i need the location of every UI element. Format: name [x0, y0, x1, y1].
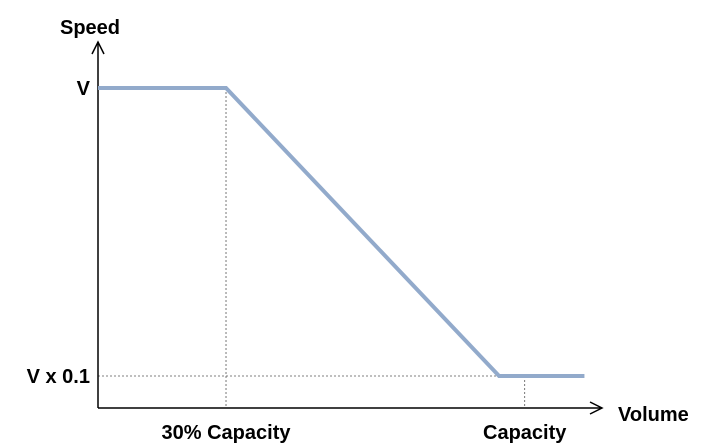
series-line: [98, 86, 585, 378]
series-group: [98, 86, 585, 378]
guide-lines: [98, 88, 526, 408]
y-tick-label: V x 0.1: [27, 366, 90, 388]
x-tick-label: Capacity: [483, 422, 567, 444]
y-axis-arrowhead: [91, 40, 105, 55]
x-tick-labels: 30% Capacity Capacity: [162, 422, 568, 444]
x-tick-label: 30% Capacity: [162, 422, 292, 444]
y-tick-label: V: [77, 78, 91, 100]
x-axis-label: Volume: [618, 404, 689, 426]
y-tick-labels: V V x 0.1: [27, 78, 91, 388]
x-axis-arrowhead: [589, 401, 604, 415]
y-axis-label: Speed: [60, 17, 120, 39]
axes: [91, 40, 604, 415]
